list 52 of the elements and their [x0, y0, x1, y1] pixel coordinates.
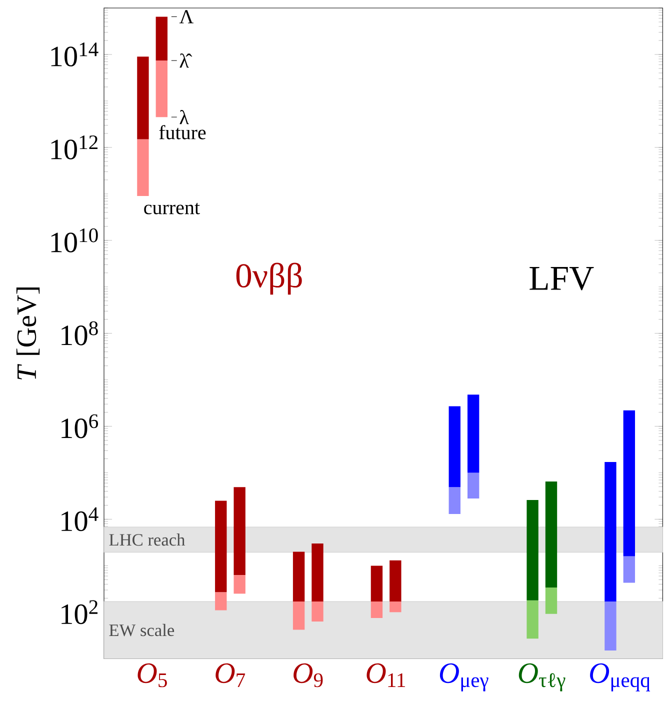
bar [137, 139, 149, 196]
bar [156, 16, 168, 61]
annotation: LFV [530, 267, 594, 290]
y-tick-label: 10$^{8}$ [62, 321, 98, 346]
annotation: future [159, 125, 206, 140]
x-tick-label: O$_{τℓγ}$ [518, 663, 566, 692]
bar [292, 552, 305, 602]
bar [312, 544, 324, 602]
annotation: current [144, 202, 200, 214]
bar [545, 481, 558, 588]
bar [234, 487, 246, 576]
annotation: λ̂ [180, 54, 192, 68]
x-tick-label: O$_{5}$ [138, 663, 167, 688]
bar [215, 592, 227, 610]
annotation: Λ [179, 10, 194, 24]
bar [215, 500, 227, 592]
y-tick-label: 10$^{12}$ [51, 135, 98, 160]
bar [604, 462, 616, 602]
y-tick-label: 10$^{14}$ [51, 42, 98, 66]
bar [604, 601, 616, 650]
bar [292, 601, 305, 630]
band-label: EW scale [109, 624, 174, 636]
band-label: LHC reach [109, 534, 186, 546]
bar [448, 406, 460, 488]
y-tick-label: 10$^{10}$ [51, 228, 98, 252]
bar [623, 556, 636, 583]
x-tick-label: O$_{μeγ}$ [440, 663, 488, 692]
x-tick-label: O$_{9}$ [294, 663, 323, 688]
annotation: 0νββ [236, 262, 302, 295]
x-tick-label: O$_{7}$ [216, 663, 246, 687]
bar [137, 56, 149, 140]
bar [545, 587, 558, 614]
bar [312, 601, 324, 622]
bar [467, 472, 480, 498]
bar [467, 394, 480, 473]
y-axis-title: T [GeV] [16, 288, 40, 380]
bar [526, 600, 538, 639]
bar [370, 601, 383, 618]
bar [390, 560, 402, 602]
bar [156, 60, 168, 118]
bar [234, 575, 246, 594]
bar [623, 410, 636, 556]
annotation: λ [180, 110, 189, 124]
y-tick-label: 10$^{4}$ [62, 507, 98, 532]
y-tick-label: 10$^{6}$ [62, 414, 98, 438]
x-tick-label: O$_{11}$ [366, 663, 405, 687]
bar [526, 500, 538, 600]
x-tick-label: O$_{μeqq}$ [590, 663, 650, 692]
bar [370, 566, 383, 602]
bar [390, 601, 402, 612]
bar [448, 487, 460, 514]
y-tick-label: 10$^{2}$ [62, 600, 98, 624]
